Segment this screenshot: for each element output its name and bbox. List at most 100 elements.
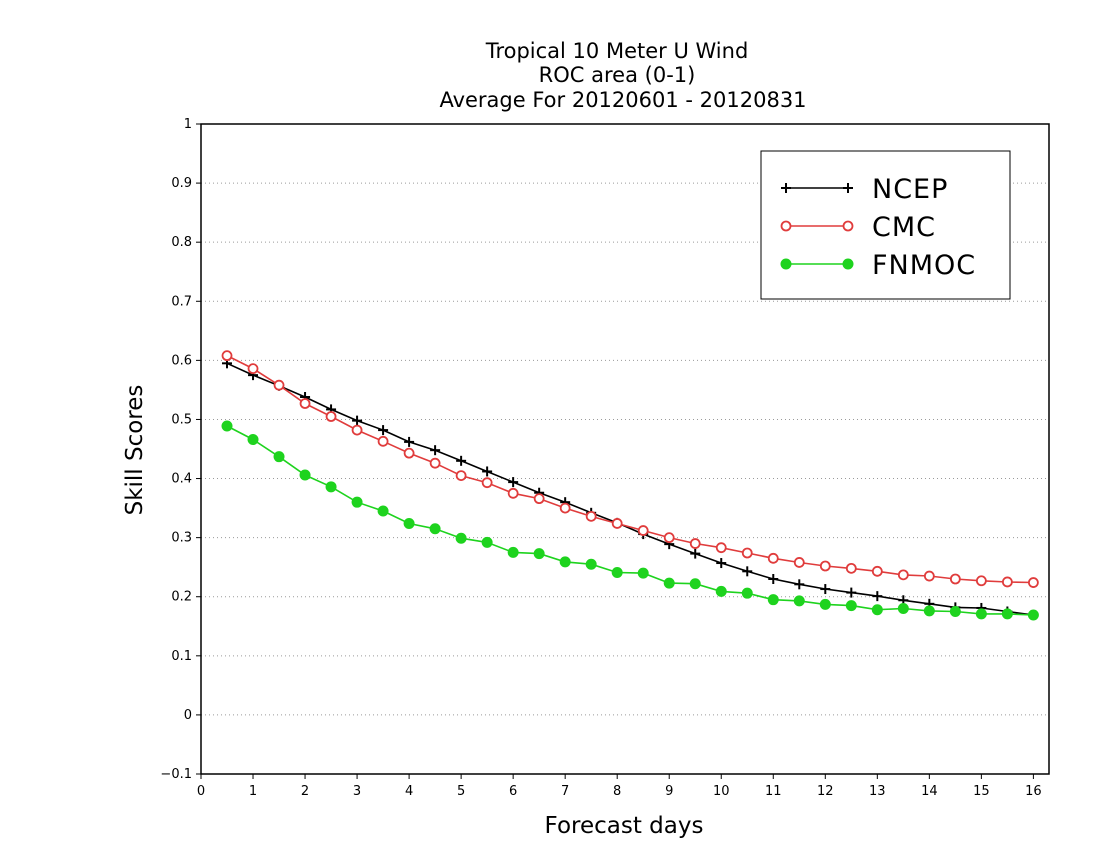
data-point-fnmoc [585, 558, 597, 570]
chart-title-line-1: Tropical 10 Meter U Wind [485, 39, 749, 63]
data-point-cmc [351, 424, 363, 436]
data-point-cmc [533, 493, 545, 505]
data-point-fnmoc [663, 577, 675, 589]
data-point-ncep [768, 574, 779, 584]
data-point-fnmoc [221, 420, 233, 432]
x-tick-label: 14 [921, 784, 938, 799]
legend-box [760, 150, 1011, 300]
data-point-cmc [481, 477, 493, 489]
data-point-cmc [845, 562, 857, 574]
legend-marker [780, 220, 792, 232]
chart-title-line-2: ROC area (0-1) [539, 63, 696, 87]
plot-frame [200, 123, 1050, 775]
legend-marker [780, 258, 792, 270]
data-point-fnmoc [1027, 609, 1039, 621]
data-point-fnmoc [507, 546, 519, 558]
data-point-ncep [872, 591, 883, 602]
data-point-cmc [741, 547, 753, 559]
data-point-ncep [404, 436, 415, 447]
x-tick-label: 0 [197, 784, 205, 799]
chart-title-line-3: Average For 20120601 - 20120831 [439, 88, 806, 112]
data-point-cmc [897, 569, 909, 581]
y-tick-label: 0.5 [171, 412, 192, 427]
data-point-fnmoc [429, 523, 441, 535]
data-point-fnmoc [975, 608, 987, 620]
legend-entry-ncep: NCEP [781, 174, 948, 205]
data-point-cmc [403, 447, 415, 459]
x-tick-label: 13 [869, 784, 886, 799]
data-point-fnmoc [923, 605, 935, 617]
data-point-cmc [923, 570, 935, 582]
data-point-ncep [508, 477, 519, 488]
data-point-cmc [637, 525, 649, 536]
data-point-fnmoc [637, 567, 649, 579]
data-point-fnmoc [247, 434, 259, 446]
data-point-fnmoc [689, 578, 701, 590]
y-tick-label: 0.9 [171, 176, 192, 191]
legend-marker [842, 258, 854, 270]
data-point-cmc [819, 560, 831, 572]
data-point-fnmoc [741, 587, 753, 599]
data-point-ncep [430, 445, 441, 456]
data-point-cmc [611, 518, 623, 529]
data-point-cmc [871, 565, 883, 577]
y-tick-label: 0.3 [171, 531, 192, 546]
data-point-fnmoc [845, 600, 857, 612]
data-point-fnmoc [819, 598, 831, 610]
y-tick-label: 0.2 [171, 590, 192, 605]
data-point-ncep [794, 579, 805, 590]
y-tick-label: −0.1 [160, 767, 192, 782]
data-point-cmc [455, 470, 467, 481]
x-tick-label: 2 [301, 784, 309, 799]
data-point-ncep [820, 584, 831, 595]
x-tick-label: 16 [1025, 784, 1042, 799]
data-point-cmc [247, 363, 259, 375]
x-tick-label: 5 [457, 784, 465, 799]
data-point-ncep [378, 425, 389, 436]
y-tick-label: 0.1 [171, 649, 192, 664]
data-point-cmc [767, 552, 779, 564]
data-point-cmc [1027, 577, 1039, 588]
data-point-ncep [716, 558, 727, 569]
data-point-fnmoc [767, 594, 779, 606]
legend-label: NCEP [872, 174, 948, 205]
y-tick-label: 0.6 [171, 353, 192, 368]
data-point-fnmoc [481, 536, 493, 548]
y-axis-label: Skill Scores [122, 385, 148, 516]
data-point-cmc [221, 350, 233, 362]
y-tick-label: 0.7 [171, 294, 192, 309]
x-tick-label: 15 [973, 784, 990, 799]
grid-lines [201, 182, 1049, 716]
x-tick-label: 12 [817, 784, 834, 799]
legend-marker [842, 220, 854, 232]
data-point-cmc [559, 502, 571, 514]
series-cmc [221, 350, 1039, 588]
x-tick-label: 4 [405, 784, 413, 799]
x-tick-label: 3 [353, 784, 361, 799]
data-point-cmc [273, 379, 285, 391]
data-point-fnmoc [455, 532, 467, 544]
data-point-cmc [1001, 576, 1013, 588]
legend-entry-fnmoc: FNMOC [780, 250, 975, 281]
data-point-fnmoc [377, 505, 389, 517]
data-point-cmc [663, 532, 675, 544]
series-fnmoc [221, 420, 1039, 621]
data-point-fnmoc [897, 603, 909, 615]
data-point-ncep [352, 415, 363, 426]
x-tick-label: 10 [713, 784, 730, 799]
data-point-ncep [456, 455, 467, 466]
data-point-cmc [949, 573, 961, 585]
x-tick-label: 8 [613, 784, 621, 799]
data-point-cmc [689, 538, 701, 549]
data-point-cmc [377, 435, 389, 447]
data-point-fnmoc [533, 548, 545, 560]
legend: NCEP CMC FNMOC [760, 150, 1011, 300]
data-point-fnmoc [611, 567, 623, 578]
data-point-cmc [585, 510, 597, 522]
data-point-fnmoc [559, 556, 571, 568]
x-tick-label: 11 [765, 784, 782, 799]
y-tick-label: 1 [184, 117, 192, 132]
data-point-fnmoc [351, 496, 363, 508]
x-tick-label: 9 [665, 784, 673, 799]
